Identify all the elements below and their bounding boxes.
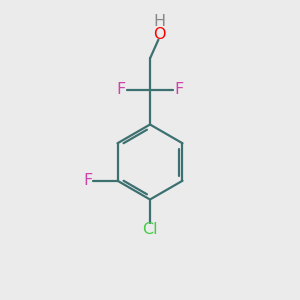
Text: F: F xyxy=(83,173,92,188)
Text: Cl: Cl xyxy=(142,222,158,237)
Text: F: F xyxy=(117,82,126,98)
Text: F: F xyxy=(174,82,183,98)
Text: H: H xyxy=(153,14,165,29)
Text: O: O xyxy=(153,27,165,42)
